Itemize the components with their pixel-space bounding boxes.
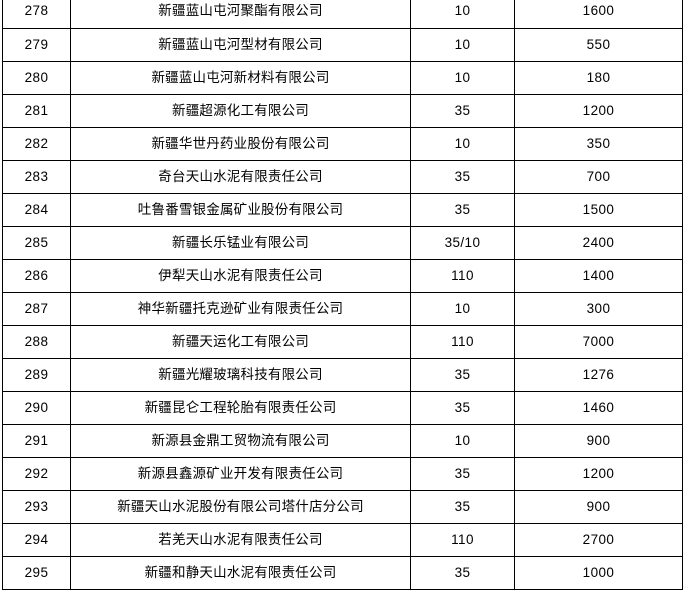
cell-voltage-level: 110 — [410, 258, 515, 293]
table-row: 281 新疆超源化工有限公司 35 1200 — [2, 93, 683, 128]
cell-enterprise-name: 伊犁天山水泥有限责任公司 — [70, 258, 411, 293]
table-row: 288 新疆天运化工有限公司 110 7000 — [2, 324, 683, 359]
cell-voltage-level: 10 — [410, 0, 515, 29]
cell-row-index: 295 — [2, 555, 71, 590]
cell-capacity-value: 180 — [514, 60, 683, 95]
cell-capacity-value: 1200 — [514, 93, 683, 128]
cell-row-index: 287 — [2, 291, 71, 326]
cell-row-index: 285 — [2, 225, 71, 260]
cell-voltage-level: 10 — [410, 27, 515, 62]
table-row: 282 新疆华世丹药业股份有限公司 10 350 — [2, 126, 683, 161]
table-row: 287 神华新疆托克逊矿业有限责任公司 10 300 — [2, 291, 683, 326]
cell-voltage-level: 110 — [410, 522, 515, 557]
cell-enterprise-name: 神华新疆托克逊矿业有限责任公司 — [70, 291, 411, 326]
cell-capacity-value: 1500 — [514, 192, 683, 227]
cell-enterprise-name: 新疆和静天山水泥有限责任公司 — [70, 555, 411, 590]
table-row: 284 吐鲁番雪银金属矿业股份有限公司 35 1500 — [2, 192, 683, 227]
cell-row-index: 289 — [2, 357, 71, 392]
table-row: 278 新疆蓝山屯河聚酯有限公司 10 1600 — [2, 0, 683, 29]
cell-row-index: 279 — [2, 27, 71, 62]
cell-enterprise-name: 新疆蓝山屯河新材料有限公司 — [70, 60, 411, 95]
cell-voltage-level: 35 — [410, 489, 515, 524]
cell-voltage-level: 10 — [410, 126, 515, 161]
cell-capacity-value: 350 — [514, 126, 683, 161]
cell-enterprise-name: 奇台天山水泥有限责任公司 — [70, 159, 411, 194]
table-row: 293 新疆天山水泥股份有限公司塔什店分公司 35 900 — [2, 489, 683, 524]
cell-enterprise-name: 新疆光耀玻璃科技有限公司 — [70, 357, 411, 392]
cell-row-index: 284 — [2, 192, 71, 227]
cell-enterprise-name: 新疆天运化工有限公司 — [70, 324, 411, 359]
cell-voltage-level: 35 — [410, 192, 515, 227]
cell-capacity-value: 1276 — [514, 357, 683, 392]
table-row: 295 新疆和静天山水泥有限责任公司 35 1000 — [2, 555, 683, 590]
table-row: 289 新疆光耀玻璃科技有限公司 35 1276 — [2, 357, 683, 392]
table-row: 292 新源县鑫源矿业开发有限责任公司 35 1200 — [2, 456, 683, 491]
cell-capacity-value: 2400 — [514, 225, 683, 260]
cell-capacity-value: 1400 — [514, 258, 683, 293]
cell-capacity-value: 700 — [514, 159, 683, 194]
cell-capacity-value: 300 — [514, 291, 683, 326]
cell-row-index: 281 — [2, 93, 71, 128]
cell-voltage-level: 35 — [410, 456, 515, 491]
cell-capacity-value: 900 — [514, 423, 683, 458]
cell-enterprise-name: 新疆长乐锰业有限公司 — [70, 225, 411, 260]
cell-enterprise-name: 吐鲁番雪银金属矿业股份有限公司 — [70, 192, 411, 227]
table-body: 278 新疆蓝山屯河聚酯有限公司 10 1600 279 新疆蓝山屯河型材有限公司 10 55… — [2, 0, 683, 590]
cell-capacity-value: 1000 — [514, 555, 683, 590]
cell-row-index: 294 — [2, 522, 71, 557]
cell-row-index: 286 — [2, 258, 71, 293]
cell-voltage-level: 35/10 — [410, 225, 515, 260]
cell-voltage-level: 10 — [410, 291, 515, 326]
cell-voltage-level: 35 — [410, 390, 515, 425]
cell-row-index: 291 — [2, 423, 71, 458]
cell-capacity-value: 1460 — [514, 390, 683, 425]
cell-capacity-value: 900 — [514, 489, 683, 524]
table-row: 283 奇台天山水泥有限责任公司 35 700 — [2, 159, 683, 194]
cell-row-index: 288 — [2, 324, 71, 359]
table-row: 294 若羌天山水泥有限责任公司 110 2700 — [2, 522, 683, 557]
cell-voltage-level: 110 — [410, 324, 515, 359]
cell-capacity-value: 7000 — [514, 324, 683, 359]
table-row: 279 新疆蓝山屯河型材有限公司 10 550 — [2, 27, 683, 62]
cell-row-index: 283 — [2, 159, 71, 194]
cell-voltage-level: 35 — [410, 93, 515, 128]
cell-capacity-value: 1600 — [514, 0, 683, 29]
cell-capacity-value: 1200 — [514, 456, 683, 491]
cell-enterprise-name: 新疆蓝山屯河型材有限公司 — [70, 27, 411, 62]
cell-enterprise-name: 新疆超源化工有限公司 — [70, 93, 411, 128]
table-row: 285 新疆长乐锰业有限公司 35/10 2400 — [2, 225, 683, 260]
cell-row-index: 280 — [2, 60, 71, 95]
table-row: 290 新疆昆仑工程轮胎有限责任公司 35 1460 — [2, 390, 683, 425]
cell-enterprise-name: 新疆昆仑工程轮胎有限责任公司 — [70, 390, 411, 425]
cell-row-index: 278 — [2, 0, 71, 29]
cell-row-index: 290 — [2, 390, 71, 425]
table-row: 291 新源县金鼎工贸物流有限公司 10 900 — [2, 423, 683, 458]
cell-enterprise-name: 新源县金鼎工贸物流有限公司 — [70, 423, 411, 458]
cell-row-index: 282 — [2, 126, 71, 161]
cell-enterprise-name: 新疆天山水泥股份有限公司塔什店分公司 — [70, 489, 411, 524]
cell-enterprise-name: 新疆蓝山屯河聚酯有限公司 — [70, 0, 411, 29]
table-row: 286 伊犁天山水泥有限责任公司 110 1400 — [2, 258, 683, 293]
enterprise-capacity-table: 278 新疆蓝山屯河聚酯有限公司 10 1600 279 新疆蓝山屯河型材有限公司 10 55… — [2, 0, 683, 590]
table-row: 280 新疆蓝山屯河新材料有限公司 10 180 — [2, 60, 683, 95]
cell-enterprise-name: 若羌天山水泥有限责任公司 — [70, 522, 411, 557]
cell-row-index: 292 — [2, 456, 71, 491]
cell-voltage-level: 35 — [410, 357, 515, 392]
cell-capacity-value: 2700 — [514, 522, 683, 557]
cell-enterprise-name: 新疆华世丹药业股份有限公司 — [70, 126, 411, 161]
cell-enterprise-name: 新源县鑫源矿业开发有限责任公司 — [70, 456, 411, 491]
cell-row-index: 293 — [2, 489, 71, 524]
cell-capacity-value: 550 — [514, 27, 683, 62]
cell-voltage-level: 35 — [410, 159, 515, 194]
cell-voltage-level: 10 — [410, 423, 515, 458]
cell-voltage-level: 10 — [410, 60, 515, 95]
cell-voltage-level: 35 — [410, 555, 515, 590]
